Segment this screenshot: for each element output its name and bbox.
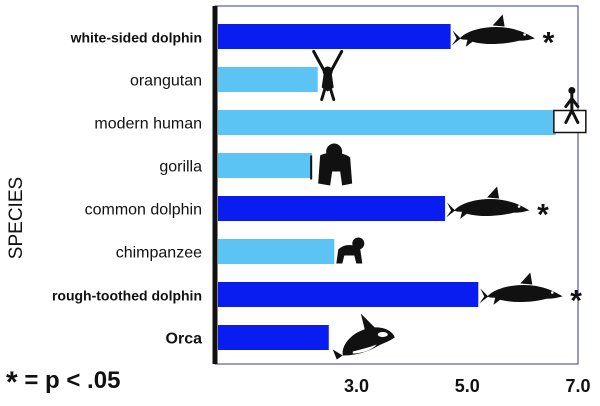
significance-markers: **** xyxy=(537,27,582,318)
dolphin-tail xyxy=(451,30,461,46)
gorilla-icon xyxy=(310,143,353,186)
orangutan-body xyxy=(321,73,334,92)
footnote-star: * xyxy=(6,366,18,399)
dolphin-body xyxy=(485,283,567,309)
significance-star: * xyxy=(537,199,549,232)
walking-human-icon xyxy=(553,87,587,134)
human-head xyxy=(568,87,576,94)
bar xyxy=(218,325,329,350)
gorilla-stick xyxy=(310,155,313,180)
dolphin-icon xyxy=(479,272,567,309)
dolphin-tail xyxy=(479,288,489,304)
x-tick-label: 7.0 xyxy=(565,376,590,396)
bar xyxy=(218,67,318,92)
gorilla-body xyxy=(318,152,353,186)
category-label: common dolphin xyxy=(85,202,202,219)
significance-footnote: * = p < .05 xyxy=(6,362,121,399)
category-label: Orca xyxy=(166,331,203,348)
category-label: chimpanzee xyxy=(116,245,202,262)
orca-fin xyxy=(360,313,375,330)
footnote-text: = p < .05 xyxy=(17,367,121,394)
human-box xyxy=(553,109,587,134)
dolphin-fin xyxy=(492,14,505,27)
orangutan-arms xyxy=(312,50,344,75)
x-tick-label: 5.0 xyxy=(455,376,480,396)
dolphin-eye xyxy=(517,205,521,208)
orangutan-legs xyxy=(320,88,336,101)
orca-body xyxy=(342,327,395,356)
significance-star: * xyxy=(570,285,582,318)
bar xyxy=(218,110,556,135)
category-label: gorilla xyxy=(159,159,202,176)
dolphin-eye xyxy=(523,33,526,36)
category-label: modern human xyxy=(94,116,202,133)
orca-eye-patch xyxy=(377,332,388,337)
dolphin-icon xyxy=(451,14,539,51)
dolphin-fin xyxy=(520,272,533,285)
bar xyxy=(218,282,479,307)
plot-border xyxy=(214,5,579,365)
orca-icon xyxy=(332,313,395,360)
bars xyxy=(218,24,556,350)
dolphin-body xyxy=(457,25,539,51)
human-figure xyxy=(564,93,580,124)
chimpanzee-body xyxy=(336,245,363,264)
dolphin-tail xyxy=(446,202,456,218)
bar xyxy=(218,153,313,178)
orangutan-icon xyxy=(312,50,344,101)
x-tick-labels: 3.0 5.0 7.0 xyxy=(344,376,591,396)
dolphin-eye xyxy=(551,291,554,294)
category-label: orangutan xyxy=(130,73,202,90)
y-axis-label: SPECIES xyxy=(6,177,27,259)
significance-star: * xyxy=(543,27,555,60)
dolphin-fin xyxy=(487,186,500,199)
category-label: white-sided dolphin xyxy=(70,30,202,46)
orca-belly xyxy=(352,344,377,354)
species-icons xyxy=(310,14,587,360)
orca-tail xyxy=(332,349,343,360)
bar xyxy=(218,24,451,49)
dolphin-icon xyxy=(446,186,533,223)
dolphin-body xyxy=(452,197,533,223)
category-label: rough-toothed dolphin xyxy=(52,288,202,304)
chimpanzee-icon xyxy=(336,237,365,264)
bar xyxy=(218,239,335,264)
x-tick-label: 3.0 xyxy=(344,376,369,396)
bar xyxy=(218,196,446,221)
plot-frame xyxy=(212,5,579,365)
category-labels: white-sided dolphin orangutan modern human… xyxy=(52,30,202,348)
